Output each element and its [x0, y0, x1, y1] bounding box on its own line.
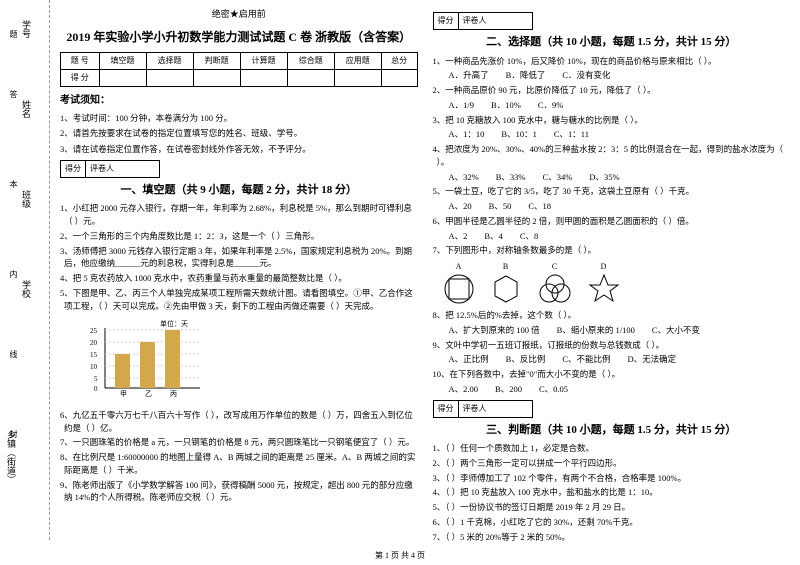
shape-options: A B C D [443, 261, 791, 305]
th-num: 题 号 [61, 52, 100, 69]
sb2-marker: 评卷人 [459, 13, 491, 29]
th-app: 应用题 [334, 52, 381, 69]
svg-text:10: 10 [90, 363, 98, 371]
s2-q3: 3、把 10 克糖放入 100 克水中，糖与糖水的比例是（ ）。 [433, 114, 791, 127]
binding-vt2: 答 [8, 90, 19, 98]
notice-1: 1、考试时间：100 分钟，本卷满分为 100 分。 [60, 112, 418, 125]
s2-q5: 5、一袋土豆，吃了它的 3/5，吃了 30 千克，这袋土豆原有（ ）千克。 [433, 185, 791, 198]
s2-title: 二、选择题（共 10 小题，每题 1.5 分，共计 15 分） [433, 34, 791, 51]
svg-text:丙: 丙 [170, 390, 177, 398]
secret-label: 绝密★启用前 [60, 8, 418, 22]
sb3-marker: 评卷人 [459, 401, 491, 417]
sb-score: 得分 [61, 161, 86, 177]
binding-vt5: 线 [8, 350, 19, 358]
th-fill: 填空题 [99, 52, 146, 69]
hexagon-icon [490, 273, 522, 305]
s1-q7: 7、一只圆珠笔的价格是 a 元，一只钢笔的价格是 8 元，两只圆珠笔比一只钢笔便… [60, 436, 418, 449]
s3-title: 三、判断题（共 10 小题，每题 1.5 分，共计 15 分） [433, 422, 791, 439]
s3-q4: 4、（ ）把 10 克盐放入 100 克水中，盐和盐水的比是 1：10。 [433, 486, 791, 499]
s3-q5: 5、（ ）一份协议书的签订日期是 2019 年 2 月 29 日。 [433, 501, 791, 514]
binding-area: 题 答 本 内 线 封 学号 姓名 班级 学校 乡镇（街道） [0, 0, 50, 540]
svg-text:5: 5 [94, 375, 98, 383]
th-judge: 判断题 [193, 52, 240, 69]
sb3-score: 得分 [434, 401, 459, 417]
th-total: 总分 [381, 52, 417, 69]
binding-vt3: 本 [8, 180, 19, 188]
s1-title: 一、填空题（共 9 小题，每题 2 分，共计 18 分） [60, 182, 418, 199]
svg-text:甲: 甲 [120, 390, 127, 398]
exam-title: 2019 年实验小学小升初数学能力测试试题 C 卷 浙教版（含答案） [60, 28, 418, 46]
three-circles-icon [537, 273, 573, 305]
svg-text:25: 25 [90, 327, 98, 335]
svg-text:乙: 乙 [145, 390, 152, 398]
section-box-1: 得分 评卷人 [60, 160, 160, 178]
left-column: 绝密★启用前 2019 年实验小学小升初数学能力测试试题 C 卷 浙教版（含答案… [60, 8, 418, 532]
bar-2 [140, 342, 155, 388]
notice-2: 2、请首先按要求在试卷的指定位置填写您的姓名、班级、学号。 [60, 127, 418, 140]
binding-label-1: 学号 [20, 20, 33, 38]
s1-q8: 8、在比例尺是 1:60000000 的地图上量得 A、B 两城之间的距离是 2… [60, 451, 418, 477]
shape-b-label: B [503, 261, 508, 273]
s3-q6: 6、（ ）1 千克棉，小红吃了它的 30%，还剩 70%千克。 [433, 516, 791, 529]
s3-q2: 2、（ ）两个三角形一定可以拼成一个平行四边形。 [433, 457, 791, 470]
s2-q4: 4、把浓度为 20%、30%、40%的三种盐水按 2：3：5 的比例混合在一起，… [433, 143, 791, 169]
s2-q10: 10、在下列各数中，去掉"0"而大小不变的是（ ）。 [433, 368, 791, 381]
svg-text:0: 0 [94, 385, 98, 393]
s2-q7: 7、下列图形中，对称轴条数最多的是（ ）。 [433, 244, 791, 257]
notice-3: 3、请在试卷指定位置作答，在试卷密封线外作答无效，不予评分。 [60, 143, 418, 156]
binding-vt1: 题 [8, 30, 19, 38]
s2-q9: 9、文叶中学初一五班订报纸，订报纸的份数与总钱数成（ ）。 [433, 339, 791, 352]
score-table: 题 号 填空题 选择题 判断题 计算题 综合题 应用题 总分 得 分 [60, 52, 418, 87]
bar-1 [115, 354, 130, 388]
bar-3 [165, 330, 180, 388]
s2-q8: 8、把 12.5%后的%去掉，这个数（ ）。 [433, 309, 791, 322]
th-comp: 综合题 [287, 52, 334, 69]
page-footer: 第 1 页 共 4 页 [0, 550, 800, 561]
th-calc: 计算题 [240, 52, 287, 69]
s1-q1: 1、小红把 2000 元存入银行，存期一年，年利率为 2.68%，利息税是 5%… [60, 202, 418, 228]
sb2-score: 得分 [434, 13, 459, 29]
th-choice: 选择题 [146, 52, 193, 69]
svg-text:20: 20 [90, 339, 98, 347]
right-column: 得分 评卷人 二、选择题（共 10 小题，每题 1.5 分，共计 15 分） 1… [433, 8, 791, 532]
shape-d-label: D [601, 261, 607, 273]
row-score: 得 分 [61, 69, 100, 86]
chart-ylabel: 单位：天 [160, 319, 188, 328]
s1-q6: 6、九亿五千零六万七千八百六十写作（ ），改写成用万作单位的数是（ ）万，四舍五… [60, 409, 418, 435]
section-box-3: 得分 评卷人 [433, 400, 533, 418]
binding-label-4: 学校 [20, 280, 33, 298]
binding-vt4: 内 [8, 270, 19, 278]
binding-label-2: 姓名 [20, 100, 33, 118]
bar-chart: 单位：天 25 20 15 10 5 0 甲 乙 丙 [80, 318, 210, 398]
shape-a-label: A [456, 261, 462, 273]
s1-q9: 9、陈老师出版了《小学数学解答 100 问》，获得稿酬 5000 元，按规定，超… [60, 479, 418, 505]
s3-q7: 7、（ ）5 米的 20%等于 2 米的 50%。 [433, 531, 791, 544]
shape-c-label: C [552, 261, 557, 273]
s3-q3: 3、（ ）李师傅加工了 102 个零件，有两个不合格，合格率是 100%。 [433, 472, 791, 485]
s1-q4: 4、把 5 克农药放入 1000 克水中，农药重量与药水重量的最简整数比是（ ）… [60, 272, 418, 285]
s2-q6: 6、甲圆半径是乙圆半径的 2 倍，则甲圆的面积是乙圆面积的（ ）倍。 [433, 215, 791, 228]
s2-q1: 1、一种商品先涨价 10%，后又降价 10%，现在的商品价格与原来相比（ ）。 [433, 55, 791, 68]
section-box-2: 得分 评卷人 [433, 12, 533, 30]
s3-q1: 1、（ ）任何一个质数加上 1，必定是合数。 [433, 442, 791, 455]
s1-q5: 5、下图是甲、乙、丙三个人单独完成某项工程所需天数统计图。请看图填空。①甲、乙合… [60, 287, 418, 313]
star-icon [588, 273, 620, 305]
svg-text:15: 15 [90, 351, 98, 359]
binding-label-5: 乡镇（街道） [5, 430, 18, 484]
exam-page: 题 答 本 内 线 封 学号 姓名 班级 学校 乡镇（街道） 绝密★启用前 20… [0, 0, 800, 540]
sb-marker: 评卷人 [86, 161, 118, 177]
s1-q3: 3、汤师傅把 3000 元钱存入银行定期 3 年，如果年利率是 2.5%，国家规… [60, 245, 418, 271]
binding-label-3: 班级 [20, 190, 33, 208]
s2-q2: 2、一种商品原价 90 元，比原价降低了 10 元，降低了（ ）。 [433, 84, 791, 97]
s1-q2: 2、一个三角形的三个内角度数比是 1：2：3，这是一个（ ）三角形。 [60, 230, 418, 243]
content-area: 绝密★启用前 2019 年实验小学小升初数学能力测试试题 C 卷 浙教版（含答案… [50, 0, 800, 540]
square-in-circle-icon [443, 273, 475, 305]
notice-title: 考试须知： [60, 93, 418, 108]
